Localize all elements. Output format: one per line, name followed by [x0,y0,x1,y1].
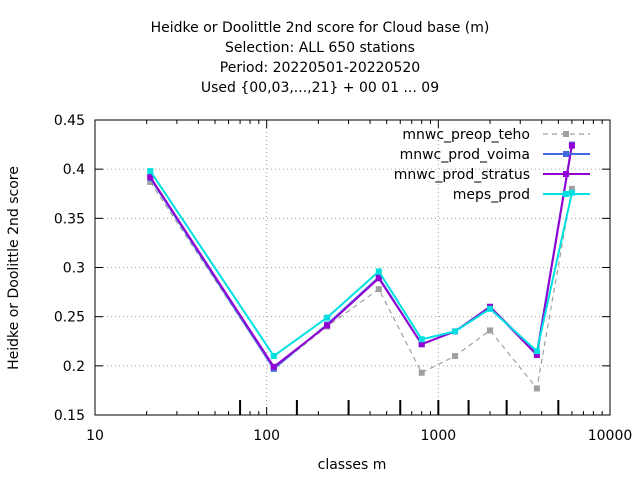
x-axis-label: classes m [317,457,387,473]
data-point-mnwc_prod_stratus [568,142,575,149]
data-point-mnwc_prod_stratus [418,341,425,348]
legend-swatch-marker [563,171,569,177]
legend: mnwc_preop_teho mnwc_prod_voima mnwc_prod_… [394,127,590,203]
y-tick-label: 0.15 [54,408,85,424]
y-tick-label: 0.2 [63,359,85,375]
data-point-meps_prod [451,328,458,335]
data-point-mnwc_prod_stratus [324,322,331,329]
axis-ticks: 0.15 0.2 0.25 0.3 0.35 0.4 0.45 10 100 1000 10000 [54,113,632,444]
data-point-meps_prod [568,189,575,196]
x-tick-label: 1000 [421,428,457,444]
x-tick-label: 10000 [588,428,633,444]
data-point-mnwc_preop_teho [487,327,494,334]
data-point-meps_prod [375,268,382,275]
legend-swatch-marker [563,131,569,137]
series-layer [147,141,575,392]
chart-subtitle-period: Period: 20220501-20220520 [219,60,421,76]
data-point-meps_prod [418,336,425,343]
legend-swatch-marker [563,151,569,157]
legend-label: mnwc_prod_stratus [394,167,530,183]
data-point-mnwc_prod_stratus [147,174,154,181]
data-point-meps_prod [147,168,154,175]
chart-subtitle-used: Used {00,03,...,21} + 00 01 ... 09 [200,80,440,96]
y-tick-label: 0.35 [54,211,85,227]
legend-label: mnwc_prod_voima [400,147,530,163]
x-tick-label: 10 [86,428,104,444]
data-point-mnwc_preop_teho [375,286,382,293]
data-point-mnwc_prod_stratus [270,363,277,370]
legend-label: meps_prod [453,187,530,203]
plot-frame [94,119,611,416]
chart-subtitle-selection: Selection: ALL 650 stations [225,40,415,56]
data-point-mnwc_prod_stratus [533,352,540,359]
class-marker-ticks [239,400,560,415]
chart-title: Heidke or Doolittle 2nd score for Cloud … [150,20,490,36]
data-point-meps_prod [533,348,540,355]
y-axis-label: Heidke or Doolittle 2nd score [6,166,22,370]
y-tick-label: 0.25 [54,310,85,326]
series-line-mnwc_preop_teho [149,181,573,390]
grid [95,120,610,415]
data-point-mnwc_prod_stratus [375,275,382,282]
data-point-mnwc_preop_teho [568,185,575,192]
x-tick-label: 100 [253,428,280,444]
y-tick-label: 0.3 [63,261,85,277]
data-point-mnwc_preop_teho [147,178,154,185]
data-point-meps_prod [270,353,277,359]
data-point-mnwc_preop_teho [533,385,540,392]
y-tick-label: 0.4 [63,162,85,178]
data-point-mnwc_preop_teho [418,369,425,376]
legend-swatch-marker [563,191,569,197]
y-tick-label: 0.45 [54,113,85,129]
legend-label: mnwc_preop_teho [402,127,530,143]
data-point-meps_prod [487,305,494,312]
data-point-mnwc_preop_teho [451,353,458,359]
data-point-meps_prod [324,314,331,321]
